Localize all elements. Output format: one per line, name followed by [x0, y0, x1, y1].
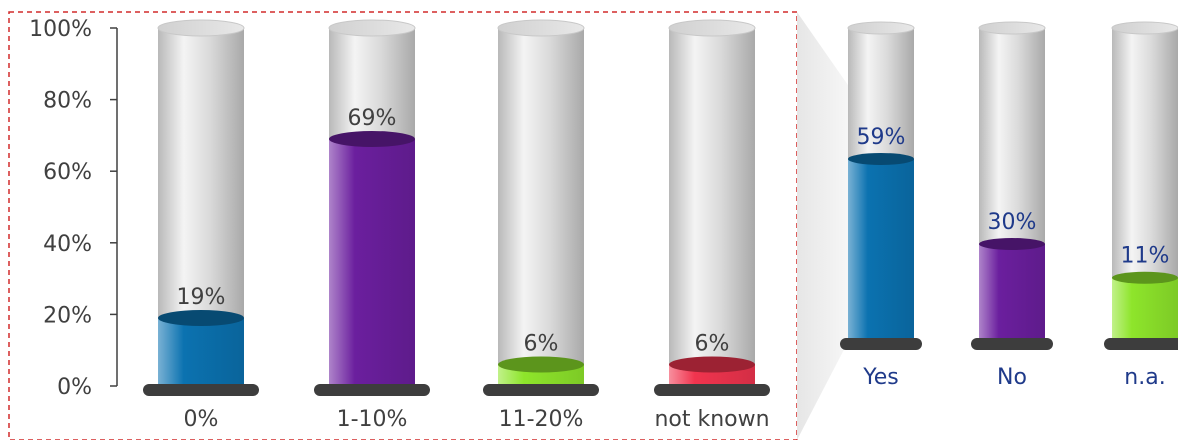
cylinder-cap [847, 21, 915, 35]
bar [329, 138, 415, 394]
bar-top [329, 130, 415, 147]
cylinder-base [840, 338, 922, 350]
cylinder-base [314, 384, 430, 396]
y-tick-label: 100% [29, 17, 92, 42]
category-label: 0% [184, 407, 219, 432]
cylinder-cap [978, 21, 1046, 35]
cylinder-base [483, 384, 599, 396]
cylinder-cap [1111, 21, 1178, 35]
y-tick-label: 40% [43, 232, 92, 257]
bar-top [498, 356, 584, 373]
cylinder-tube [669, 28, 755, 394]
data-label: 59% [857, 125, 906, 150]
category-label: 1-10% [337, 407, 408, 432]
category-label: Yes [862, 365, 899, 390]
cylinder-cap [328, 19, 416, 37]
cylinder-tube [158, 28, 244, 394]
y-tick-label: 0% [57, 375, 92, 400]
cylinder-base [1104, 338, 1178, 350]
data-label: 6% [695, 332, 730, 357]
data-label: 69% [348, 106, 397, 131]
y-tick-label: 20% [43, 303, 92, 328]
category-label: n.a. [1124, 365, 1165, 390]
category-label: No [997, 365, 1027, 390]
data-label: 6% [524, 332, 559, 357]
bar [979, 244, 1045, 346]
y-tick-label: 60% [43, 160, 92, 185]
bar-top [669, 356, 755, 373]
callout-wedge [797, 12, 850, 440]
data-label: 11% [1121, 244, 1170, 269]
bar [1112, 277, 1178, 346]
bar-top [158, 309, 244, 326]
cylinder-tube [1112, 28, 1178, 346]
cylinder-tube [498, 28, 584, 394]
cylinder-base [654, 384, 770, 396]
bar-top [1112, 271, 1178, 284]
bar [158, 317, 244, 394]
cylinder-base [971, 338, 1053, 350]
cylinder-cap [497, 19, 585, 37]
y-tick-label: 80% [43, 89, 92, 114]
bar-top [848, 152, 914, 165]
data-label: 30% [988, 210, 1037, 235]
cylinder-base [143, 384, 259, 396]
cylinder-cap [157, 19, 245, 37]
data-label: 19% [177, 285, 226, 310]
bar-top [979, 238, 1045, 251]
cylinder-cap [668, 19, 756, 37]
category-label: not known [654, 407, 769, 432]
category-label: 11-20% [499, 407, 584, 432]
bar [848, 158, 914, 346]
